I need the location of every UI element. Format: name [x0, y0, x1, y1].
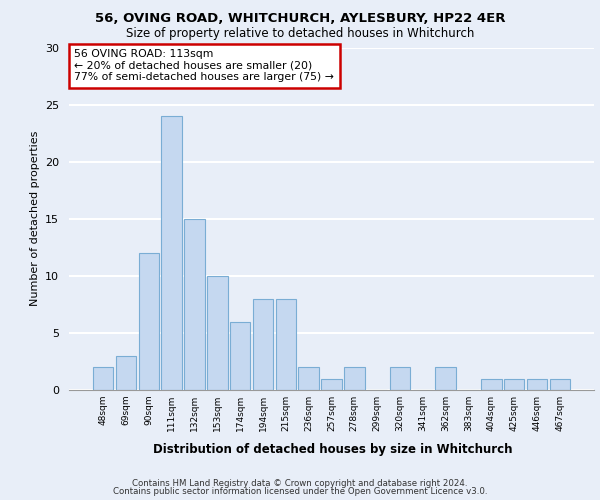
Bar	[207, 276, 227, 390]
Bar	[116, 356, 136, 390]
Bar	[298, 367, 319, 390]
Bar	[527, 378, 547, 390]
Text: Distribution of detached houses by size in Whitchurch: Distribution of detached houses by size …	[153, 442, 513, 456]
Bar	[275, 298, 296, 390]
Bar	[550, 378, 570, 390]
Bar	[93, 367, 113, 390]
Bar	[344, 367, 365, 390]
Text: Contains public sector information licensed under the Open Government Licence v3: Contains public sector information licen…	[113, 488, 487, 496]
Y-axis label: Number of detached properties: Number of detached properties	[29, 131, 40, 306]
Bar	[436, 367, 456, 390]
Bar	[139, 253, 159, 390]
Text: Size of property relative to detached houses in Whitchurch: Size of property relative to detached ho…	[126, 28, 474, 40]
Bar	[390, 367, 410, 390]
Bar	[504, 378, 524, 390]
Bar	[253, 298, 273, 390]
Text: Contains HM Land Registry data © Crown copyright and database right 2024.: Contains HM Land Registry data © Crown c…	[132, 478, 468, 488]
Bar	[321, 378, 342, 390]
Text: 56, OVING ROAD, WHITCHURCH, AYLESBURY, HP22 4ER: 56, OVING ROAD, WHITCHURCH, AYLESBURY, H…	[95, 12, 505, 26]
Bar	[230, 322, 250, 390]
Bar	[184, 219, 205, 390]
Text: 56 OVING ROAD: 113sqm
← 20% of detached houses are smaller (20)
77% of semi-deta: 56 OVING ROAD: 113sqm ← 20% of detached …	[74, 49, 334, 82]
Bar	[161, 116, 182, 390]
Bar	[481, 378, 502, 390]
